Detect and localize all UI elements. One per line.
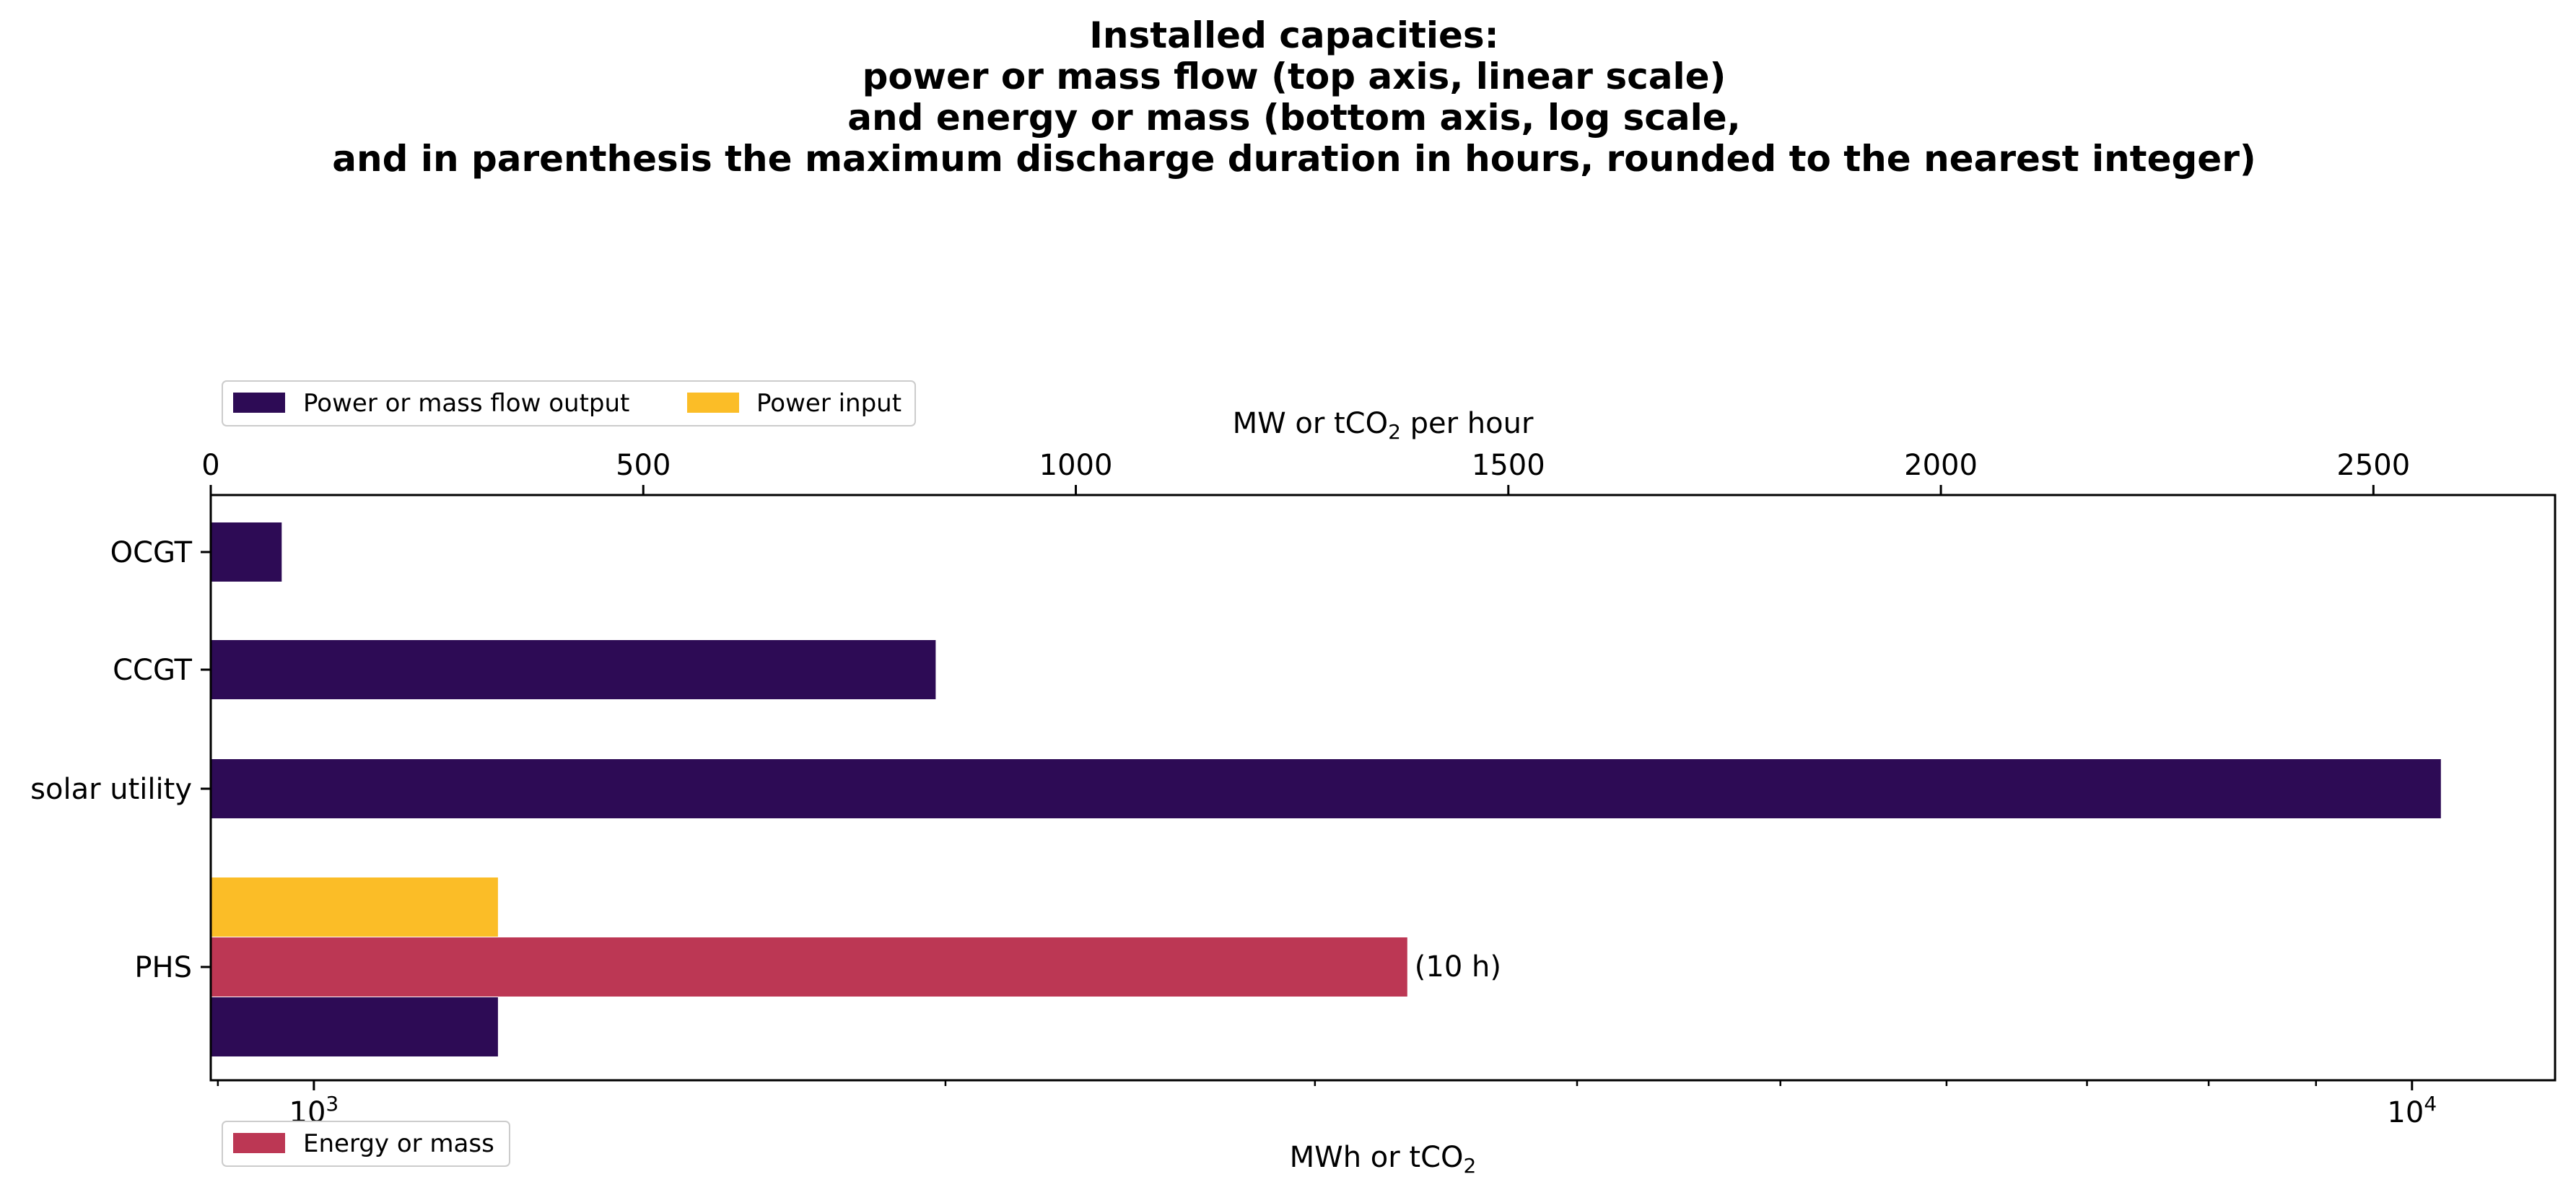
bar-power-output-ocgt: [211, 522, 282, 582]
y-tick-label-solar-utility: solar utility: [30, 773, 192, 806]
y-tick-label-phs: PHS: [134, 951, 192, 984]
legend-label-energy: Energy or mass: [303, 1129, 494, 1158]
y-tick-label-ocgt: OCGT: [110, 536, 193, 569]
top-tick-label-2500: 2500: [2336, 449, 2410, 482]
top-axis-label: MW or tCO2 per hour: [1233, 407, 1534, 444]
title-line-2: power or mass flow (top axis, linear sca…: [863, 56, 1726, 97]
bottom-x-axis: 103 104: [217, 1080, 2437, 1129]
title-line-1: Installed capacities:: [1089, 14, 1498, 56]
title-line-3: and energy or mass (bottom axis, log sca…: [847, 97, 1740, 139]
bottom-tick-label-10000: 104: [2387, 1092, 2437, 1129]
legend-bottom-frame: [222, 1121, 510, 1167]
top-x-axis: 0 500 1000 1500 2000 2500: [201, 449, 2410, 495]
bar-power-output-solar-utility: [211, 759, 2441, 818]
annotations-layer: (10 h): [1415, 950, 1501, 984]
legend-label-power-input: Power input: [756, 389, 901, 418]
top-tick-label-1000: 1000: [1039, 449, 1113, 482]
legend-bottom: Energy or mass: [222, 1121, 510, 1167]
legend-swatch-power-input: [687, 393, 739, 413]
title-line-4: and in parenthesis the maximum discharge…: [332, 138, 2256, 180]
legend-top-frame: [222, 380, 916, 426]
bar-power-output-ccgt: [211, 640, 936, 699]
annotation-duration-phs: (10 h): [1415, 950, 1501, 984]
bars-layer: [211, 522, 2441, 1056]
bar-energy-phs: [211, 937, 1407, 997]
top-tick-label-500: 500: [616, 449, 671, 482]
top-tick-label-2000: 2000: [1904, 449, 1978, 482]
legend-swatch-energy: [233, 1133, 285, 1153]
top-tick-label-0: 0: [201, 449, 219, 482]
bar-power-input-phs: [211, 877, 498, 937]
legend-label-power-output: Power or mass flow output: [303, 389, 629, 418]
y-axis: OCGT CCGT solar utility PHS: [30, 536, 211, 984]
bottom-axis-label: MWh or tCO2: [1290, 1141, 1477, 1178]
top-tick-label-1500: 1500: [1472, 449, 1545, 482]
y-tick-label-ccgt: CCGT: [113, 654, 192, 687]
chart-title: Installed capacities: power or mass flow…: [332, 14, 2256, 180]
legend-top: Power or mass flow output Power input: [222, 380, 916, 426]
bar-power-output-phs: [211, 997, 498, 1056]
legend-swatch-power-output: [233, 393, 285, 413]
